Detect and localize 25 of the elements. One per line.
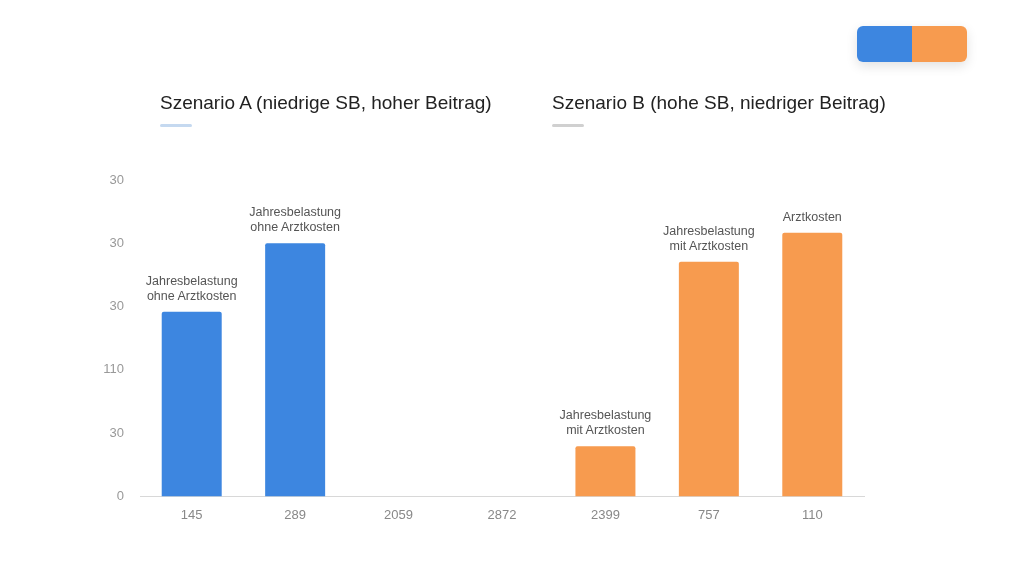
bar bbox=[161, 311, 222, 497]
bar bbox=[575, 446, 636, 497]
annotation: Jahresbelastung mit Arztkosten bbox=[559, 408, 652, 438]
annotation: Jahresbelastung ohne Arztkosten bbox=[145, 273, 238, 303]
x-tick-label: 289 bbox=[284, 506, 306, 522]
x-tick-label: 145 bbox=[180, 506, 203, 522]
x-tick-label: 2059 bbox=[384, 506, 414, 522]
text: 30 bbox=[109, 234, 124, 250]
bar bbox=[265, 243, 326, 497]
bar bbox=[782, 232, 843, 497]
text: 30 bbox=[109, 171, 124, 187]
text: 110 bbox=[103, 361, 124, 377]
bar bbox=[678, 261, 739, 497]
x-tick-label: 2872 bbox=[487, 506, 517, 522]
chart-subtitle: Szenario B (hohe SB, niedriger Beitrag) bbox=[552, 92, 886, 114]
text: 30 bbox=[109, 424, 124, 440]
text: 30 bbox=[109, 298, 124, 314]
x-tick-label: 110 bbox=[801, 506, 823, 522]
annotation: Jahresbelastung ohne Arztkosten bbox=[249, 205, 342, 235]
annotation: Jahresbelastung mit Arztkosten bbox=[662, 223, 755, 253]
x-tick-label: 757 bbox=[698, 506, 720, 522]
text: 0 bbox=[116, 487, 124, 503]
chart-title: Szenario A (niedrige SB, hoher Beitrag) bbox=[160, 92, 492, 114]
x-tick-label: 2399 bbox=[590, 506, 620, 522]
annotation: Arztkosten bbox=[782, 209, 842, 224]
